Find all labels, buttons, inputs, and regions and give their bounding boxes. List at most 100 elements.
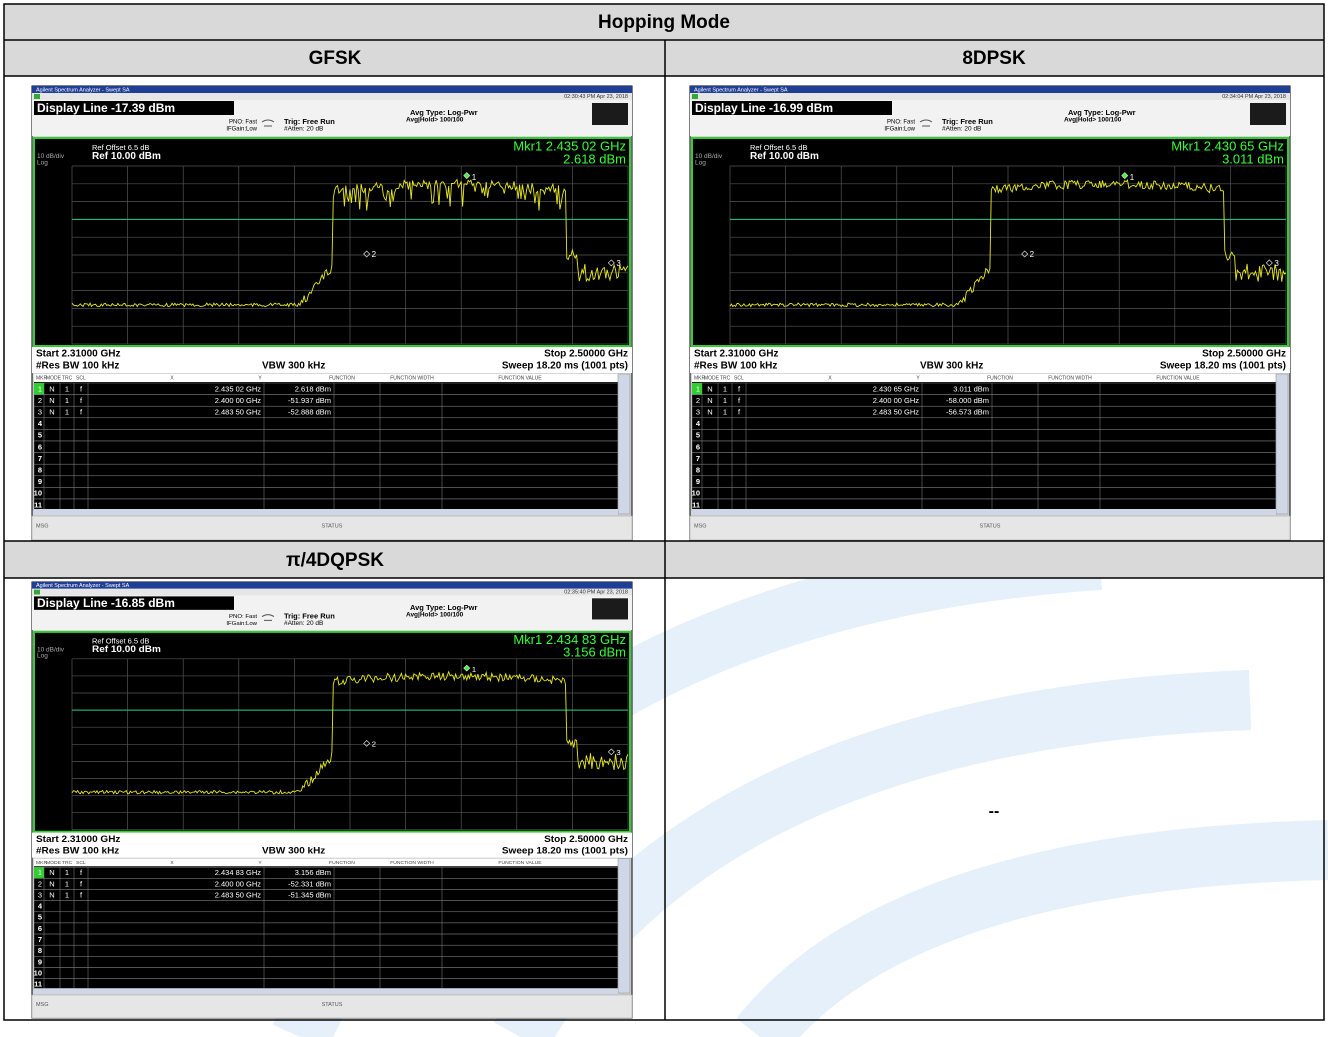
vbw: VBW 300 kHz: [920, 361, 983, 372]
marker-table-row: [33, 487, 619, 500]
analyzer-screenshot: Agilent Spectrum Analyzer - Swept SA 02:3…: [689, 85, 1291, 541]
trigger-icon: [261, 119, 275, 127]
marker-table-column: SCL: [76, 376, 86, 382]
row-number: 4: [38, 902, 43, 911]
marker-diamond: [363, 250, 371, 258]
scrollbar-h: [692, 509, 1276, 515]
scale: 10 dB/div: [37, 646, 65, 653]
marker-diamond: [1121, 172, 1129, 180]
title-bar: [32, 582, 632, 589]
row-number: 10: [692, 489, 700, 498]
status-bar: [31, 515, 633, 541]
marker-cell: N: [49, 891, 54, 900]
marker-table-column: TRC: [62, 376, 73, 382]
marker-level: 3.011 dBm: [1222, 151, 1284, 166]
ref-offset: Ref Offset 6.5 dB: [92, 143, 149, 152]
marker-cell: 1: [65, 879, 69, 888]
msg: MSG: [36, 1002, 48, 1008]
marker-table-row: [33, 463, 619, 477]
marker-table-row: [33, 475, 619, 488]
marker-cell: 2.618 dBm: [295, 384, 331, 393]
marker-cell: f: [80, 384, 83, 393]
row-number: 7: [38, 454, 42, 463]
display-line-box: [34, 101, 234, 115]
avg-hold: Avg|Hold> 100/100: [406, 117, 464, 124]
trace: [71, 178, 629, 308]
sweep: Sweep 18.20 ms (1001 pts): [502, 846, 628, 857]
marker-table-column: Y: [916, 376, 920, 382]
selected-row: [692, 383, 702, 395]
marker-cell: N: [49, 879, 54, 888]
marker-cell: 2.434 83 GHz: [215, 868, 262, 877]
stop-frequency: Stop 2.50000 GHz: [544, 349, 628, 360]
marker-cell: 1: [723, 407, 727, 416]
pno: PNO: Fast: [887, 120, 915, 126]
marker-table-row: [33, 911, 619, 924]
row-number: 7: [38, 935, 42, 944]
vbw: VBW 300 kHz: [262, 846, 325, 857]
app-title: Agilent Spectrum Analyzer - Swept SA: [36, 87, 130, 93]
trace-marker-label: 1: [472, 173, 477, 182]
marker-table-column: TRC: [720, 376, 731, 382]
marker-level: 3.156 dBm: [563, 645, 626, 660]
marker-cell: -51.937 dBm: [288, 396, 331, 405]
title-bar: [690, 86, 1290, 93]
marker-table-header: [692, 374, 1276, 382]
marker-cell: 2.435 02 GHz: [215, 384, 262, 393]
ifgain: IFGain:Low: [226, 127, 257, 133]
timestamp: 02:35:40 PM Apr 23, 2018: [564, 590, 628, 596]
row-number: 6: [38, 442, 42, 451]
marker-table-column: TRC: [62, 860, 73, 866]
annotation-bar: [690, 347, 1290, 373]
marker-table-column: FUNCTION: [329, 376, 355, 382]
trig: Trig: Free Run: [942, 117, 993, 126]
marker-table-column: MODE: [46, 860, 62, 866]
res-bw: #Res BW 100 kHz: [36, 846, 119, 857]
selected-row: [34, 383, 44, 395]
table-title: Hopping Mode: [598, 12, 730, 33]
row-number: 5: [696, 431, 700, 440]
marker-table-column: X: [828, 376, 832, 382]
annotation-bar: [32, 832, 632, 858]
marker-cell: 1: [38, 384, 42, 393]
marker-diamond: [1265, 259, 1273, 267]
marker-cell: 1: [65, 868, 69, 877]
log-label: Log: [695, 160, 706, 167]
log-label: Log: [37, 160, 48, 167]
marker-cell: -56.573 dBm: [946, 407, 989, 416]
row-number: 10: [34, 969, 42, 978]
marker-table-column: FUNCTION: [329, 860, 355, 866]
marker-diamond: [463, 172, 471, 180]
row-number: 9: [696, 477, 700, 486]
marker-cell: 3.156 dBm: [295, 868, 331, 877]
marker-table-column: SCL: [734, 376, 744, 382]
marker-cell: 1: [65, 384, 69, 393]
column-header: 8DPSK: [962, 48, 1026, 69]
marker-table-row: [691, 417, 1277, 430]
marker-cell: N: [49, 868, 54, 877]
marker-table-row: [691, 463, 1277, 477]
marker-table-row: [33, 417, 619, 430]
marker-cell: N: [707, 384, 712, 393]
trace-marker-label: 3: [616, 259, 621, 268]
marker-table-row: [33, 944, 619, 957]
display-line-box: [692, 101, 892, 115]
ref-level: Ref 10.00 dBm: [750, 151, 819, 162]
avg-type: Avg Type: Log-Pwr: [1068, 108, 1136, 117]
column-header: GFSK: [309, 48, 362, 69]
marker-table-column: FUNCTION VALUE: [498, 860, 542, 866]
app-title: Agilent Spectrum Analyzer - Swept SA: [36, 583, 130, 589]
marker-cell: 2.400 00 GHz: [873, 396, 920, 405]
scale: 10 dB/div: [695, 153, 723, 160]
scrollbar: [1275, 373, 1289, 515]
marker-cell: 1: [723, 396, 727, 405]
msg: MSG: [694, 523, 707, 529]
vbw: VBW 300 kHz: [262, 361, 325, 372]
trace-marker-label: 1: [1130, 173, 1135, 182]
status: STATUS: [322, 1002, 343, 1008]
toolbar: [690, 93, 1290, 100]
ref-offset: Ref Offset 6.5 dB: [750, 143, 807, 152]
marker-table-row: [33, 922, 619, 935]
marker-table-header: [34, 374, 618, 382]
